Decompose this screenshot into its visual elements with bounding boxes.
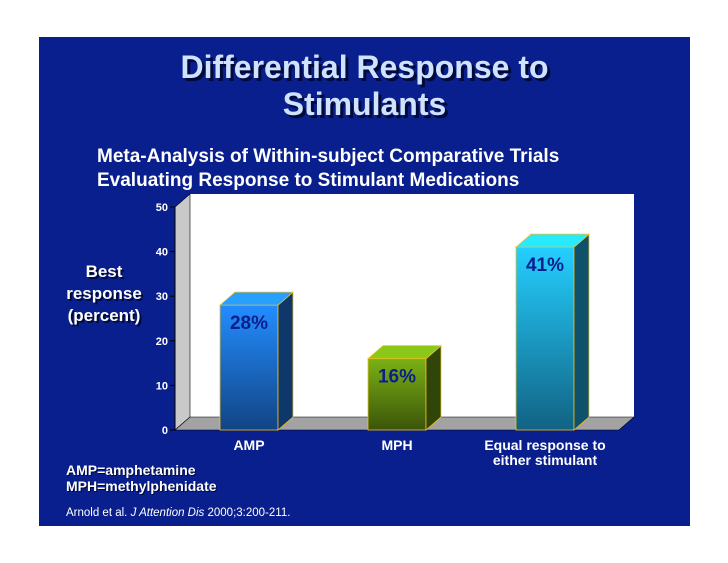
abbreviation-notes: AMP=amphetamine MPH=methylphenidate: [66, 462, 217, 494]
y-tick-label-20: 20: [156, 336, 168, 348]
x-category-label-1-0: MPH: [381, 437, 412, 453]
bar-chart: 0 10 20 30 40 50 28% AMP 16% MPH 41% Equal response…: [156, 193, 635, 468]
bar-top-0: [218, 291, 295, 306]
title-line-2: Stimulants: [282, 86, 447, 122]
bar-top-2: [514, 233, 591, 248]
citation-authors: Arnold et al.: [66, 507, 128, 519]
x-category-label-0-0: AMP: [233, 437, 264, 453]
note-amp: AMP=amphetamine: [66, 462, 196, 478]
citation-journal: J Attention Dis: [130, 507, 205, 519]
y-tick-label-0: 0: [162, 425, 168, 437]
plot-side-wall: [174, 193, 191, 431]
x-category-label-2-1: either stimulant: [493, 452, 598, 468]
data-label-1: 16%: [378, 367, 416, 388]
y-axis-label-line-3: (percent): [67, 306, 141, 325]
y-axis-label-line-2: response: [66, 284, 142, 303]
chart-subtitle: Meta-Analysis of Within-subject Comparat…: [97, 145, 559, 193]
bar-0: [219, 304, 279, 431]
y-tick-label-30: 30: [156, 291, 168, 303]
bar-top-1: [366, 345, 443, 360]
citation-details: 2000;3:200-211.: [207, 507, 291, 519]
title-line-1: Differential Response to: [180, 49, 549, 85]
bar-2: [515, 246, 575, 431]
bar-side-2: [573, 233, 590, 431]
y-axis-label: Best response (percent): [59, 261, 149, 327]
y-tick-label-40: 40: [156, 247, 168, 259]
subtitle-line-2: Evaluating Response to Stimulant Medicat…: [97, 170, 520, 191]
y-axis-label-line-1: Best: [85, 262, 123, 281]
citation: Arnold et al. J Attention Dis 2000;3:200…: [66, 507, 290, 519]
subtitle-line-1: Meta-Analysis of Within-subject Comparat…: [97, 146, 560, 167]
bar-side-1: [425, 344, 442, 431]
note-mph: MPH=methylphenidate: [66, 478, 217, 494]
x-category-label-2-0: Equal response to: [484, 437, 605, 453]
slide: Differential Response to Stimulants Meta…: [39, 37, 690, 526]
slide-title: Differential Response to Stimulants: [39, 49, 690, 123]
bar-side-0: [277, 291, 294, 431]
y-tick-label-10: 10: [156, 380, 168, 392]
data-label-2: 41%: [526, 255, 564, 276]
data-label-0: 28%: [230, 313, 268, 334]
y-tick-label-50: 50: [156, 202, 168, 214]
